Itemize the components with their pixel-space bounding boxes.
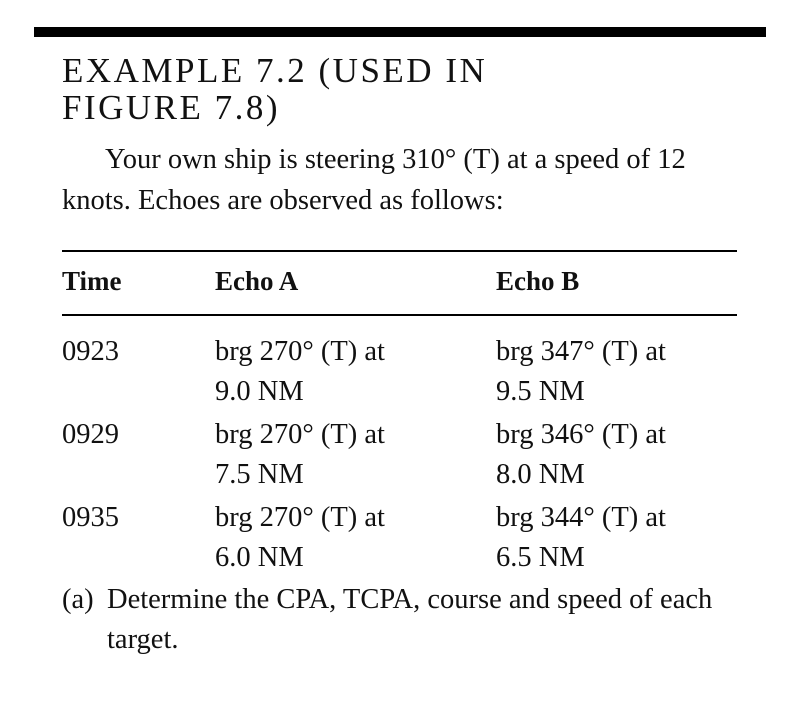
echo-b-bearing: brg 344° (T) at bbox=[496, 502, 666, 533]
cell-echo-a: brg 270° (T) at 9.0 NM bbox=[215, 332, 385, 412]
cell-echo-b: brg 344° (T) at 6.5 NM bbox=[496, 498, 666, 578]
cell-time: 0929 bbox=[62, 419, 119, 450]
header-time: Time bbox=[62, 266, 122, 296]
cell-echo-a: brg 270° (T) at 7.5 NM bbox=[215, 415, 385, 495]
echo-a-bearing: brg 270° (T) at bbox=[215, 502, 385, 533]
top-rule bbox=[34, 27, 766, 37]
cell-time: 0923 bbox=[62, 336, 119, 367]
echo-b-range: 6.5 NM bbox=[496, 542, 585, 573]
intro-paragraph: Your own ship is steering 310° (T) at a … bbox=[62, 144, 686, 216]
example-heading: EXAMPLE 7.2 (USED IN FIGURE 7.8) bbox=[62, 52, 742, 126]
table-top-rule bbox=[62, 250, 737, 252]
echo-a-range: 6.0 NM bbox=[215, 542, 304, 573]
question-text: Determine the CPA, TCPA, course and spee… bbox=[107, 584, 713, 655]
table-row: 0935 brg 270° (T) at 6.0 NM brg 344° (T)… bbox=[62, 498, 737, 581]
table-header-rule bbox=[62, 314, 737, 316]
echo-b-bearing: brg 346° (T) at bbox=[496, 419, 666, 450]
question-marker: (a) bbox=[62, 584, 94, 615]
echo-a-range: 9.0 NM bbox=[215, 376, 304, 407]
echo-a-bearing: brg 270° (T) at bbox=[215, 336, 385, 367]
echo-a-bearing: brg 270° (T) at bbox=[215, 419, 385, 450]
table-row: 0923 brg 270° (T) at 9.0 NM brg 347° (T)… bbox=[62, 332, 737, 415]
echo-b-bearing: brg 347° (T) at bbox=[496, 336, 666, 367]
echo-a-range: 7.5 NM bbox=[215, 459, 304, 490]
heading-line-2: FIGURE 7.8) bbox=[62, 88, 281, 127]
heading-line-1: EXAMPLE 7.2 (USED IN bbox=[62, 51, 488, 90]
cell-echo-b: brg 346° (T) at 8.0 NM bbox=[496, 415, 666, 495]
header-echo-a: Echo A bbox=[215, 266, 299, 296]
table-row: 0929 brg 270° (T) at 7.5 NM brg 346° (T)… bbox=[62, 415, 737, 498]
cell-time: 0935 bbox=[62, 502, 119, 533]
echo-b-range: 9.5 NM bbox=[496, 376, 585, 407]
table-header: Time Echo A Echo B bbox=[62, 266, 737, 302]
echo-b-range: 8.0 NM bbox=[496, 459, 585, 490]
header-echo-b: Echo B bbox=[496, 266, 580, 296]
cell-echo-b: brg 347° (T) at 9.5 NM bbox=[496, 332, 666, 412]
cell-echo-a: brg 270° (T) at 6.0 NM bbox=[215, 498, 385, 578]
table-body: 0923 brg 270° (T) at 9.0 NM brg 347° (T)… bbox=[62, 332, 737, 581]
